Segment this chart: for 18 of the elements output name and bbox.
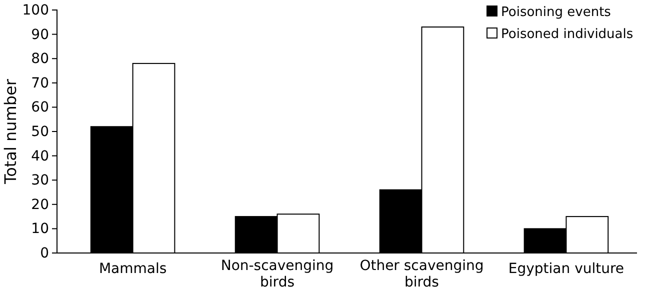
x-tick-label: Non-scavenging birds xyxy=(220,258,334,291)
x-tick-label: Mammals xyxy=(98,260,167,277)
y-tick-label: 70 xyxy=(31,75,49,92)
y-tick-label: 90 xyxy=(31,26,49,43)
legend-label: Poisoned individuals xyxy=(501,27,634,42)
y-axis-title: Total number xyxy=(1,78,20,185)
y-tick-label: 0 xyxy=(40,245,49,262)
y-tick-label: 40 xyxy=(31,148,49,164)
y-tick-label: 100 xyxy=(22,2,49,18)
legend-label: Poisoning events xyxy=(501,5,612,20)
y-tick-label: 10 xyxy=(31,221,49,238)
x-tick-label: Other scavenging birds xyxy=(360,258,484,291)
y-tick-label: 20 xyxy=(31,196,49,213)
x-tick-label: Egyptian vulture xyxy=(508,260,624,277)
y-tick-label: 80 xyxy=(31,51,49,68)
y-tick-label: 30 xyxy=(31,172,49,189)
y-tick-label: 50 xyxy=(31,124,49,140)
y-tick-label: 60 xyxy=(31,100,49,116)
